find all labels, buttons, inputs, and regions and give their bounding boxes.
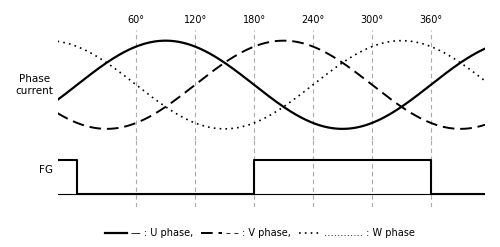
Text: 120°: 120° xyxy=(184,16,206,25)
Text: Phase
current: Phase current xyxy=(16,74,53,96)
Text: 180°: 180° xyxy=(242,16,266,25)
Text: FG: FG xyxy=(39,165,53,175)
Legend: — : U phase,, – – : V phase,, ………… : W phase: — : U phase,, – – : V phase,, ………… : W p… xyxy=(102,224,418,242)
Text: 60°: 60° xyxy=(128,16,144,25)
Text: 360°: 360° xyxy=(420,16,442,25)
Text: 300°: 300° xyxy=(360,16,384,25)
Text: 240°: 240° xyxy=(302,16,324,25)
